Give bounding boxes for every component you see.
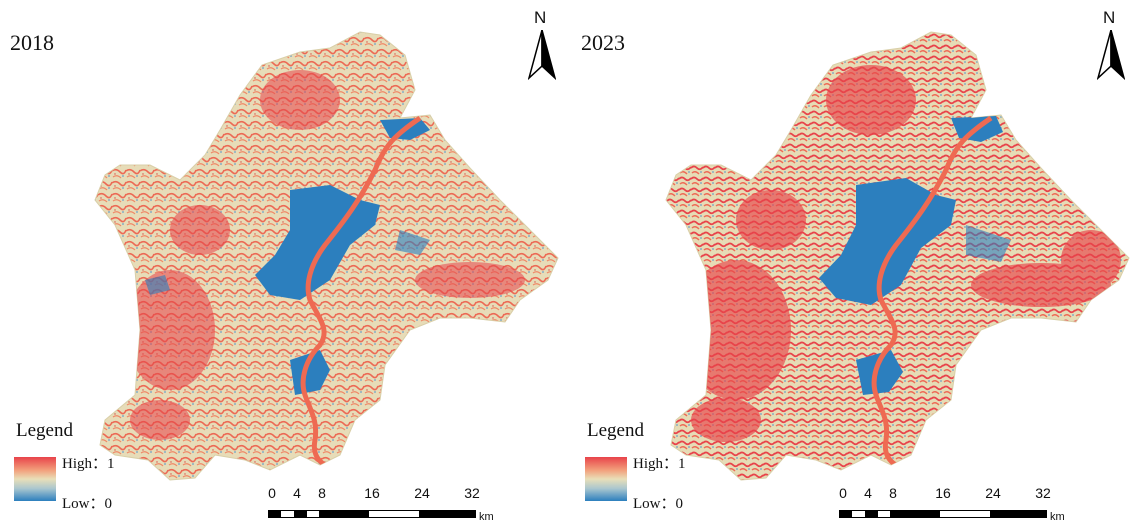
scale-tick: 32: [464, 485, 480, 501]
scale-tick: 8: [889, 485, 897, 501]
scale-tick: 24: [414, 485, 430, 501]
legend-title: Legend: [16, 420, 73, 441]
scale-tick: 24: [985, 485, 1001, 501]
river: [300, 115, 422, 468]
scale-tick: 32: [1035, 485, 1051, 501]
map-2023: [665, 31, 1130, 481]
study-area-2018: [94, 31, 559, 481]
scale-bar-track: [268, 510, 476, 518]
legend-low: Low：0: [633, 496, 683, 512]
north-arrow: N: [1091, 8, 1131, 80]
high-patches: [681, 65, 1121, 442]
scale-tick: 0: [839, 485, 847, 501]
high-patches: [125, 70, 525, 440]
north-label: N: [534, 8, 547, 27]
scale-bar: 0 4 8 16 24 32 km: [839, 485, 1065, 531]
north-arrow-icon: [528, 30, 556, 80]
north-arrow-icon: [1097, 30, 1125, 80]
year-label: 2018: [10, 30, 54, 55]
river: [871, 115, 993, 468]
year-label: 2023: [581, 30, 625, 55]
legend-title: Legend: [587, 420, 644, 441]
study-area-2023: [665, 31, 1130, 481]
scale-tick: 8: [318, 485, 326, 501]
scale-tick: 16: [364, 485, 380, 501]
legend-color-ramp: [14, 457, 56, 501]
scale-unit: km: [479, 511, 494, 523]
legend-low: Low：0: [62, 496, 112, 512]
map-panel-2018: 2018 N Legend High：1 Low：0 0 4 8 16 24 3…: [0, 0, 570, 531]
scale-bar-track: [839, 510, 1047, 518]
scale-tick: 4: [293, 485, 301, 501]
scale-bar: 0 4 8 16 24 32 km: [268, 485, 494, 531]
north-label: N: [1103, 8, 1116, 27]
map-panel-2023: 2023 N Legend High：1 Low：0 0 4 8 16 24 3…: [571, 0, 1141, 531]
legend-color-ramp: [585, 457, 627, 501]
legend-high: High：1: [633, 456, 686, 472]
scale-tick: 4: [864, 485, 872, 501]
scale-tick: 16: [935, 485, 951, 501]
scale-tick: 0: [268, 485, 276, 501]
scale-unit: km: [1050, 511, 1065, 523]
legend-high: High：1: [62, 456, 115, 472]
north-arrow: N: [522, 8, 562, 80]
map-2018: [94, 31, 559, 481]
